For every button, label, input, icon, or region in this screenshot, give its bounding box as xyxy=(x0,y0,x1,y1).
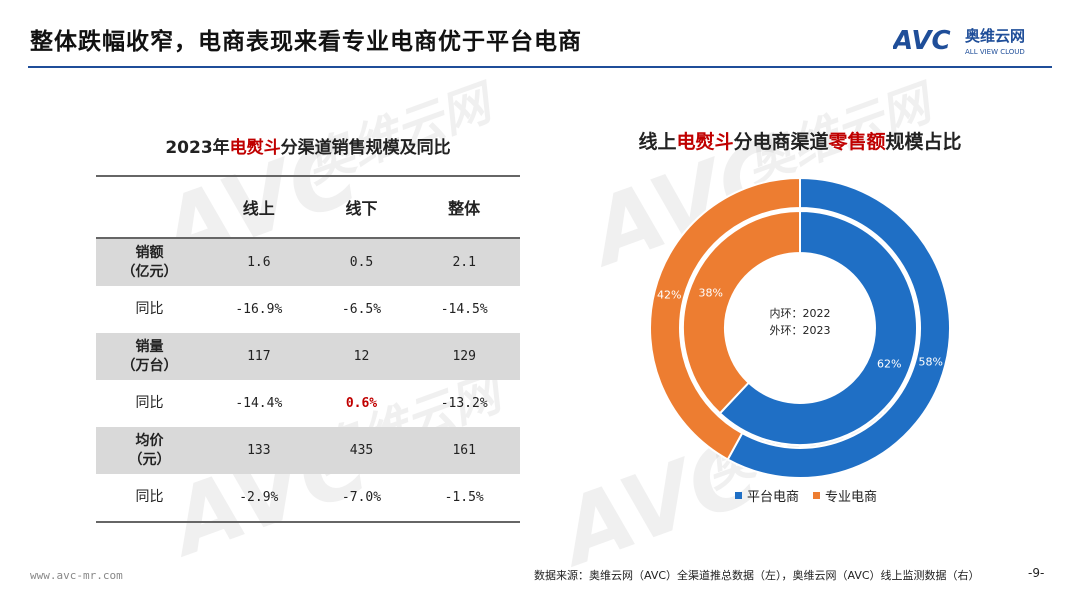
table-cell: -16.9% xyxy=(235,302,283,317)
avc-logo: AVC 奥维云网 ALL VIEW CLOUD xyxy=(893,26,1025,56)
table-cell: -14.5% xyxy=(440,302,488,317)
table-row: 同比 -2.9% -7.0% -1.5% xyxy=(96,474,520,523)
table-cell: -6.5% xyxy=(341,302,382,317)
donut-label-2023-1: 42% xyxy=(657,288,681,301)
svg-text:ALL VIEW CLOUD: ALL VIEW CLOUD xyxy=(965,48,1025,56)
legend-item-specialist: 专业电商 xyxy=(813,486,877,505)
table-row: 销量 （万台） 117 12 129 xyxy=(96,333,520,380)
page-title: 整体跌幅收窄，电商表现来看专业电商优于平台电商 xyxy=(30,29,582,55)
table-cell: 2.1 xyxy=(408,238,520,286)
table-header-total: 整体 xyxy=(408,175,520,239)
table-cell: -13.2% xyxy=(440,396,488,411)
row-label: 同比 xyxy=(135,301,164,317)
table-header-row: 线上 线下 整体 xyxy=(96,175,520,239)
table-row: 销额 （亿元） 1.6 0.5 2.1 xyxy=(96,238,520,286)
row-label: 销额 （亿元） xyxy=(96,238,203,286)
table-cell: 129 xyxy=(408,333,520,380)
sales-table: 线上 线下 整体 销额 （亿元） 1.6 0.5 2.1 同比 -16.9% -… xyxy=(96,175,520,523)
table-header-online: 线上 xyxy=(203,175,315,239)
table-title: 2023年电熨斗分渠道销售规模及同比 xyxy=(165,138,451,158)
table-row: 同比 -16.9% -6.5% -14.5% xyxy=(96,286,520,333)
page-number: -9- xyxy=(1028,566,1045,580)
outer-ring-note: 外环：2023 xyxy=(769,324,831,337)
donut-chart: 62% 38% 58% 42% xyxy=(649,176,951,479)
donut-slice-2023-1 xyxy=(649,176,801,461)
table-row: 同比 -14.4% 0.6% -13.2% xyxy=(96,380,520,427)
table-cell: 0.5 xyxy=(314,238,409,286)
footer-url: www.avc-mr.com xyxy=(30,569,123,582)
title-divider xyxy=(28,66,1052,68)
table-cell: -1.5% xyxy=(408,474,520,523)
inner-ring-note: 内环：2022 xyxy=(769,307,831,320)
donut-slice-2023-0 xyxy=(726,176,951,479)
donut-label-2023-0: 58% xyxy=(919,356,943,369)
footer-source: 数据来源：奥维云网（AVC）全渠道推总数据（左），奥维云网（AVC）线上监测数据… xyxy=(534,569,980,582)
table-header-offline: 线下 xyxy=(314,175,409,239)
chart-title: 线上电熨斗分电商渠道零售额规模占比 xyxy=(638,131,962,153)
table-cell: 12 xyxy=(314,333,409,380)
svg-text:奥维云网: 奥维云网 xyxy=(965,27,1025,45)
legend-swatch xyxy=(735,492,742,499)
ring-legend-note: 内环：2022 外环：2023 xyxy=(745,305,855,339)
table-cell: 161 xyxy=(408,427,520,474)
legend-label: 专业电商 xyxy=(825,490,878,505)
table-row: 均价 （元） 133 435 161 xyxy=(96,427,520,474)
table-header-blank xyxy=(96,175,203,239)
legend-item-platform: 平台电商 xyxy=(735,486,799,505)
table-cell: -2.9% xyxy=(203,474,315,523)
donut-slice-2022-0 xyxy=(718,209,918,446)
svg-text:AVC: AVC xyxy=(893,26,951,56)
table-cell: 1.6 xyxy=(203,238,315,286)
row-label: 同比 xyxy=(135,395,164,411)
table-cell: -14.4% xyxy=(235,396,283,411)
row-label: 同比 xyxy=(96,474,203,523)
table-cell: -7.0% xyxy=(314,474,409,523)
donut-slice-2022-1 xyxy=(682,209,801,415)
chart-legend: 平台电商 专业电商 xyxy=(735,486,877,505)
legend-swatch xyxy=(813,492,821,499)
table-cell: 133 xyxy=(203,427,315,474)
row-label: 销量 （万台） xyxy=(96,333,203,380)
table-cell-highlight: 0.6% xyxy=(345,396,378,411)
donut-label-2022-0: 62% xyxy=(877,357,901,370)
row-label: 均价 （元） xyxy=(96,427,203,474)
table-cell: 117 xyxy=(203,333,315,380)
donut-label-2022-1: 38% xyxy=(699,287,723,300)
legend-label: 平台电商 xyxy=(747,490,800,505)
table-cell: 435 xyxy=(314,427,409,474)
